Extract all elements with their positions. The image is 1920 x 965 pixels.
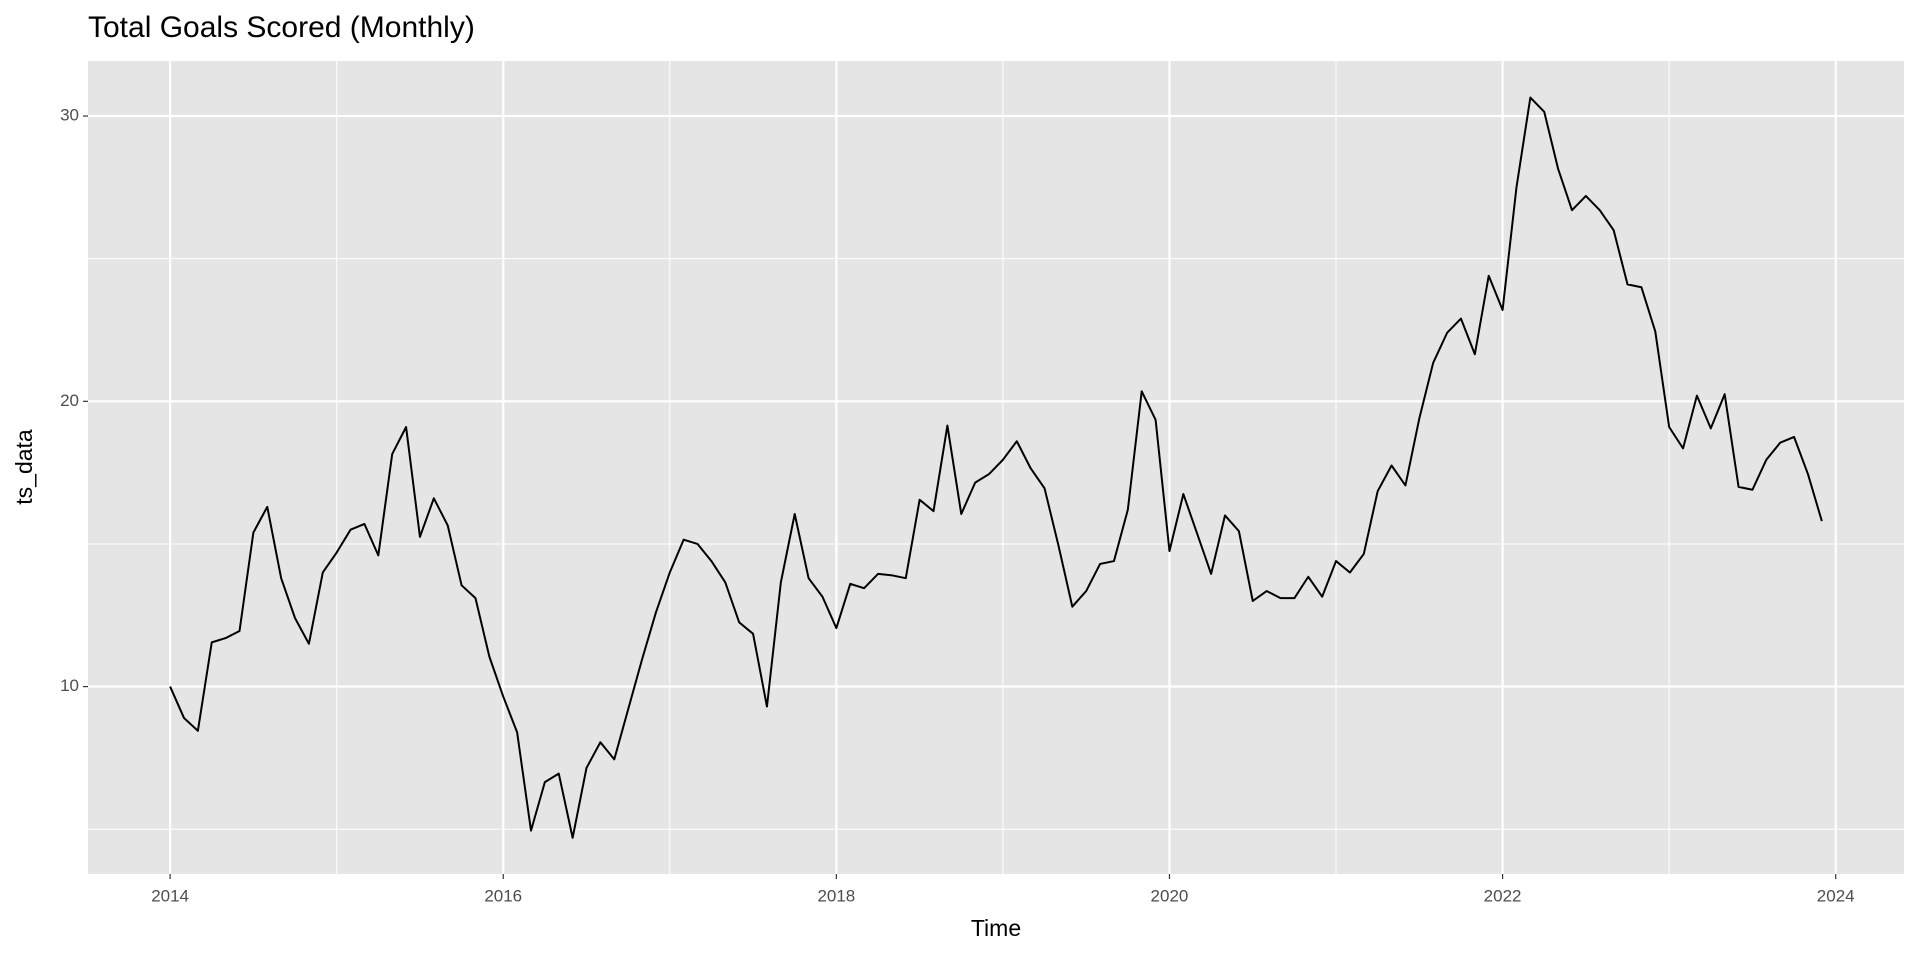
x-axis-title: Time bbox=[971, 915, 1021, 941]
y-tick-label: 30 bbox=[60, 106, 79, 125]
x-tick-label: 2024 bbox=[1817, 886, 1855, 905]
x-tick-label: 2018 bbox=[817, 886, 855, 905]
data-line bbox=[169, 96, 1823, 839]
x-tick-label: 2022 bbox=[1484, 886, 1522, 905]
x-tick-label: 2020 bbox=[1151, 886, 1189, 905]
y-tick-label: 10 bbox=[60, 676, 79, 695]
y-tick-label: 20 bbox=[60, 391, 79, 410]
x-tick-label: 2014 bbox=[151, 886, 189, 905]
y-axis-title: ts_data bbox=[11, 429, 37, 505]
x-tick-label: 2016 bbox=[484, 886, 522, 905]
chart-title: Total Goals Scored (Monthly) bbox=[88, 11, 475, 44]
